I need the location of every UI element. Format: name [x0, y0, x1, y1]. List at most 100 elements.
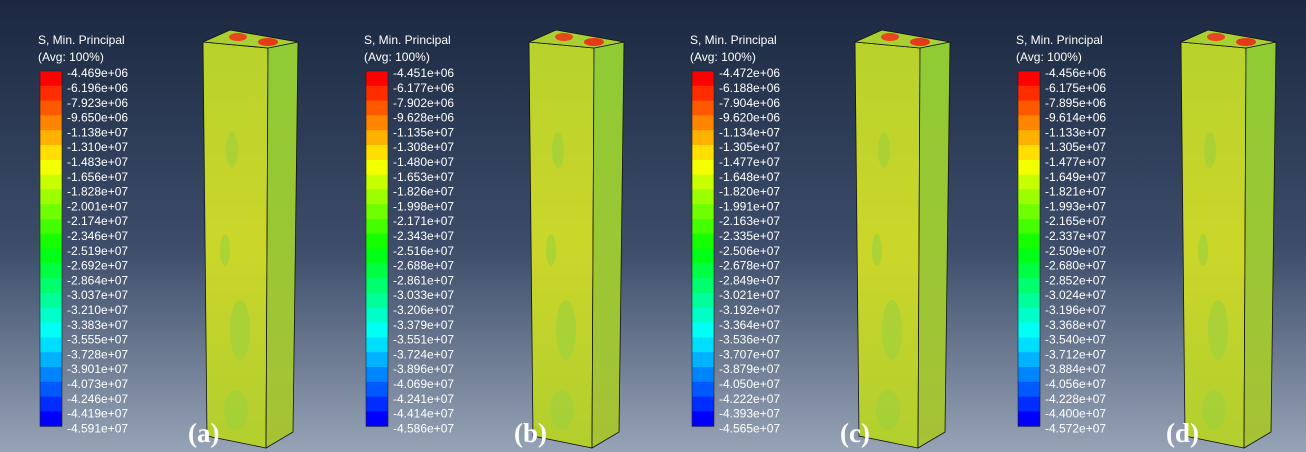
color-band [40, 263, 62, 278]
color-band [40, 86, 62, 101]
legend-label: -1.134e+07 [719, 125, 780, 139]
legend-label: -6.175e+06 [1045, 81, 1106, 95]
color-band [366, 115, 388, 130]
legend-subtitle: (Avg: 100%) [364, 50, 430, 64]
legend-label: -1.483e+07 [67, 155, 128, 169]
color-band [40, 145, 62, 160]
color-band [1018, 86, 1040, 101]
hot-spot [584, 38, 604, 46]
color-band [692, 337, 714, 352]
color-band [1018, 337, 1040, 352]
color-band [366, 249, 388, 264]
color-band [1018, 249, 1040, 264]
color-band [366, 160, 388, 175]
color-band [40, 219, 62, 234]
legend-label: -2.849e+07 [719, 273, 780, 287]
legend-label: -1.308e+07 [393, 140, 454, 154]
color-band [40, 352, 62, 367]
legend-label: -2.165e+07 [1045, 214, 1106, 228]
legend-label: -3.879e+07 [719, 362, 780, 376]
color-band [692, 130, 714, 145]
color-band [40, 234, 62, 249]
color-band [366, 278, 388, 293]
legend-label: -4.586e+07 [393, 421, 454, 435]
panel-tag: (a) [188, 418, 219, 448]
background [0, 0, 1306, 452]
legend-label: -3.896e+07 [393, 362, 454, 376]
color-band [40, 175, 62, 190]
legend-label: -4.393e+07 [719, 407, 780, 421]
column-front [529, 42, 594, 448]
legend-label: -2.852e+07 [1045, 273, 1106, 287]
legend-label: -4.400e+07 [1045, 407, 1106, 421]
color-band [692, 411, 714, 426]
color-band [692, 323, 714, 338]
color-band [40, 308, 62, 323]
legend-label: -2.335e+07 [719, 229, 780, 243]
page: S, Min. Principal(Avg: 100%)-4.469e+06-6… [0, 0, 1306, 452]
contour-patch [230, 300, 250, 360]
color-band [366, 189, 388, 204]
legend-label: -1.477e+07 [719, 155, 780, 169]
legend-title: S, Min. Principal [38, 33, 125, 47]
color-band [692, 101, 714, 116]
legend-label: -4.591e+07 [67, 421, 128, 435]
column-front [203, 42, 268, 448]
color-band [692, 219, 714, 234]
color-band [1018, 219, 1040, 234]
legend-label: -3.368e+07 [1045, 318, 1106, 332]
color-band [1018, 397, 1040, 412]
color-band [40, 397, 62, 412]
color-band [40, 160, 62, 175]
color-band [1018, 352, 1040, 367]
legend-label: -4.246e+07 [67, 392, 128, 406]
hot-spot [1236, 38, 1256, 46]
color-band [366, 234, 388, 249]
legend-label: -1.653e+07 [393, 170, 454, 184]
legend-label: -2.346e+07 [67, 229, 128, 243]
color-band [1018, 263, 1040, 278]
color-band [366, 130, 388, 145]
contour-patch [546, 234, 556, 266]
legend-label: -3.206e+07 [393, 303, 454, 317]
legend-label: -1.821e+07 [1045, 185, 1106, 199]
column [1181, 30, 1276, 448]
color-band [692, 71, 714, 86]
color-band [366, 101, 388, 116]
contour-patch [1204, 132, 1216, 168]
color-band [1018, 382, 1040, 397]
legend-label: -2.174e+07 [67, 214, 128, 228]
contour-patch [552, 132, 564, 168]
column-front [1181, 42, 1246, 448]
color-band [1018, 204, 1040, 219]
color-band [366, 263, 388, 278]
color-band [40, 293, 62, 308]
legend-label: -3.536e+07 [719, 333, 780, 347]
color-band [1018, 189, 1040, 204]
contour-patch [556, 300, 576, 360]
legend-label: -4.069e+07 [393, 377, 454, 391]
color-band [692, 86, 714, 101]
color-band [366, 352, 388, 367]
legend-subtitle: (Avg: 100%) [38, 50, 104, 64]
legend-label: -3.884e+07 [1045, 362, 1106, 376]
color-band [1018, 293, 1040, 308]
legend-label: -2.506e+07 [719, 244, 780, 258]
legend-label: -7.904e+06 [719, 96, 780, 110]
contour-patch [1202, 390, 1226, 430]
color-band [366, 308, 388, 323]
legend-label: -3.379e+07 [393, 318, 454, 332]
color-band [692, 175, 714, 190]
color-band [1018, 145, 1040, 160]
contour-patch [872, 234, 882, 266]
color-band [40, 337, 62, 352]
column-side [1244, 42, 1276, 448]
column [855, 30, 950, 448]
contour-patch [226, 132, 238, 168]
panel-tag: (d) [1166, 418, 1199, 448]
color-band [40, 204, 62, 219]
contour-patch [550, 390, 574, 430]
legend-label: -3.037e+07 [67, 288, 128, 302]
legend-label: -3.728e+07 [67, 347, 128, 361]
color-band [692, 367, 714, 382]
